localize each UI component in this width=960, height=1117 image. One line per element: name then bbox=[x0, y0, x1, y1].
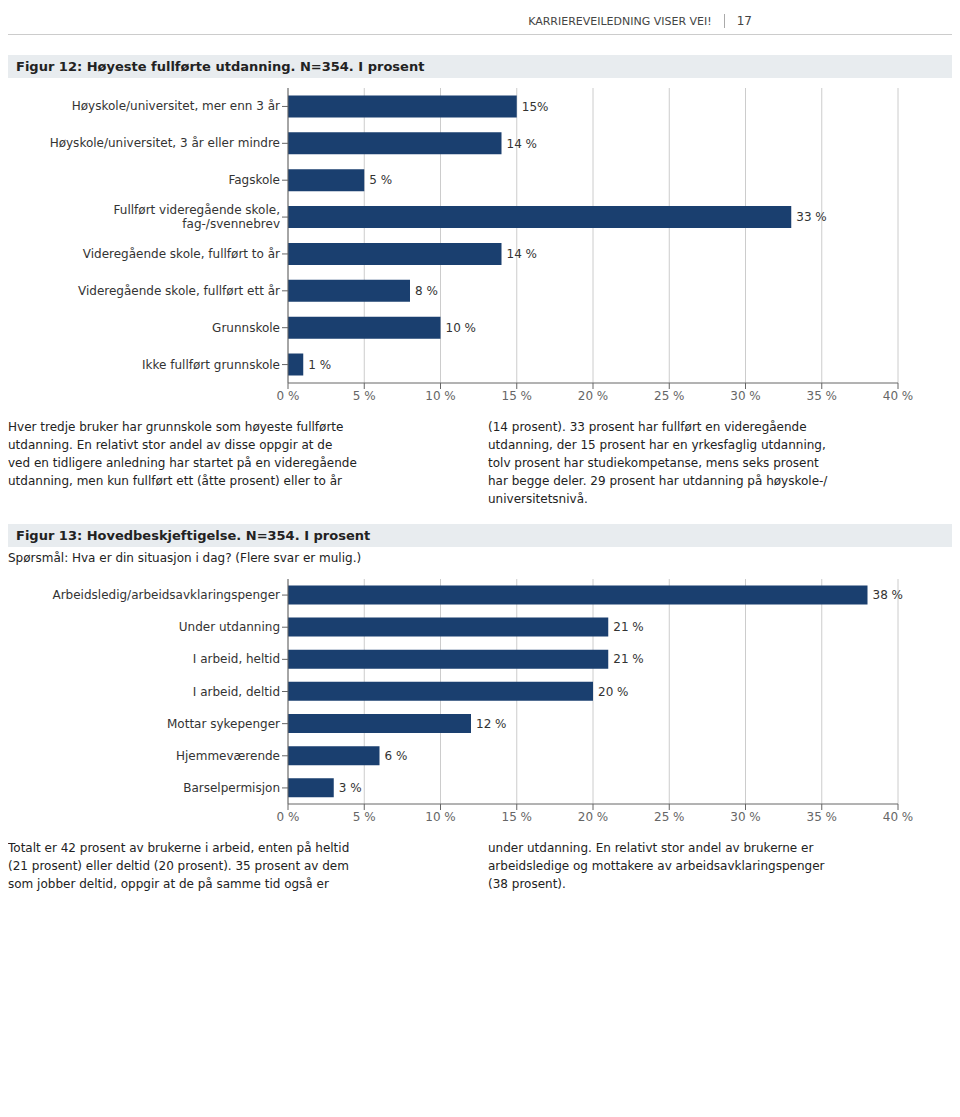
svg-text:10 %: 10 % bbox=[446, 321, 477, 335]
html-text:Totalt er 42 prosent av bruker: Totalt er 42 prosent av brukerne i arbei… bbox=[8, 841, 350, 891]
svg-text:8 %: 8 % bbox=[415, 284, 438, 298]
svg-text:Videregående skole, fullført e: Videregående skole, fullført ett år bbox=[78, 284, 280, 298]
svg-text:5 %: 5 % bbox=[369, 173, 392, 187]
svg-text:Grunnskole: Grunnskole bbox=[212, 321, 280, 335]
svg-text:21 %: 21 % bbox=[613, 652, 644, 666]
svg-text:35 %: 35 % bbox=[807, 389, 838, 403]
svg-text:40 %: 40 % bbox=[883, 810, 914, 824]
svg-text:38 %: 38 % bbox=[873, 588, 904, 602]
svg-text:25 %: 25 % bbox=[654, 810, 685, 824]
svg-text:15 %: 15 % bbox=[502, 810, 533, 824]
svg-text:Videregående skole, fullført t: Videregående skole, fullført to år bbox=[83, 247, 280, 261]
html-text:Spørsmål: Hva er din situasjon: Spørsmål: Hva er din situasjon i dag? (F… bbox=[8, 551, 362, 565]
svg-text:15 %: 15 % bbox=[502, 389, 533, 403]
svg-text:20 %: 20 % bbox=[578, 810, 609, 824]
svg-text:1 %: 1 % bbox=[308, 358, 331, 372]
html-text:Figur 12: Høyeste fullførte ut: Figur 12: Høyeste fullførte utdanning. N… bbox=[16, 59, 425, 74]
svg-text:40 %: 40 % bbox=[883, 389, 914, 403]
svg-text:15%: 15% bbox=[522, 100, 549, 114]
svg-text:25 %: 25 % bbox=[654, 389, 685, 403]
svg-text:Høyskole/universitet, mer enn: Høyskole/universitet, mer enn 3 år bbox=[72, 99, 280, 113]
svg-text:Hjemmeværende: Hjemmeværende bbox=[176, 749, 280, 763]
svg-text:20 %: 20 % bbox=[578, 389, 609, 403]
svg-text:I arbeid, heltid: I arbeid, heltid bbox=[193, 652, 280, 666]
svg-text:10 %: 10 % bbox=[425, 389, 456, 403]
html-text:KARRIEREVEILEDNING VISER VEI!: KARRIEREVEILEDNING VISER VEI! bbox=[528, 14, 712, 28]
svg-text:3 %: 3 % bbox=[339, 781, 362, 795]
svg-text:I arbeid, deltid: I arbeid, deltid bbox=[193, 685, 280, 699]
svg-text:14 %: 14 % bbox=[507, 137, 538, 151]
svg-text:12 %: 12 % bbox=[476, 717, 507, 731]
html-text:Figur 13: Hovedbeskjeftigelse.: Figur 13: Hovedbeskjeftigelse. N=354. I … bbox=[16, 528, 371, 543]
svg-text:0 %: 0 % bbox=[277, 389, 300, 403]
html-text:(14 prosent). 33 prosent har f: (14 prosent). 33 prosent har fullført en… bbox=[488, 420, 828, 506]
svg-text:14 %: 14 % bbox=[507, 247, 538, 261]
svg-text:30 %: 30 % bbox=[730, 389, 761, 403]
svg-text:Arbeidsledig/arbeidsavklarings: Arbeidsledig/arbeidsavklaringspenger bbox=[52, 588, 280, 602]
svg-text:Ikke fullført grunnskole: Ikke fullført grunnskole bbox=[142, 358, 280, 372]
html-text:Hver tredje bruker har grunnsk: Hver tredje bruker har grunnskole som hø… bbox=[8, 420, 357, 488]
svg-text:20 %: 20 % bbox=[598, 685, 629, 699]
svg-text:33 %: 33 % bbox=[796, 210, 827, 224]
svg-text:0 %: 0 % bbox=[277, 810, 300, 824]
svg-text:10 %: 10 % bbox=[425, 810, 456, 824]
svg-text:Barselpermisjon: Barselpermisjon bbox=[183, 781, 280, 795]
svg-text:5 %: 5 % bbox=[353, 810, 376, 824]
svg-text:Under utdanning: Under utdanning bbox=[179, 620, 280, 634]
svg-text:Fullført videregående skole,fa: Fullført videregående skole,fag-/svenneb… bbox=[114, 203, 280, 231]
svg-text:Fagskole: Fagskole bbox=[228, 173, 280, 187]
html-text:under utdanning. En relativt s: under utdanning. En relativt stor andel … bbox=[488, 841, 825, 891]
svg-text:Mottar sykepenger: Mottar sykepenger bbox=[167, 717, 280, 731]
svg-text:21 %: 21 % bbox=[613, 620, 644, 634]
svg-text:6 %: 6 % bbox=[385, 749, 408, 763]
svg-text:35 %: 35 % bbox=[807, 810, 838, 824]
html-text:17: 17 bbox=[736, 14, 752, 28]
svg-text:Høyskole/universitet, 3 år ell: Høyskole/universitet, 3 år eller mindre bbox=[50, 136, 280, 150]
svg-text:30 %: 30 % bbox=[730, 810, 761, 824]
svg-text:5 %: 5 % bbox=[353, 389, 376, 403]
